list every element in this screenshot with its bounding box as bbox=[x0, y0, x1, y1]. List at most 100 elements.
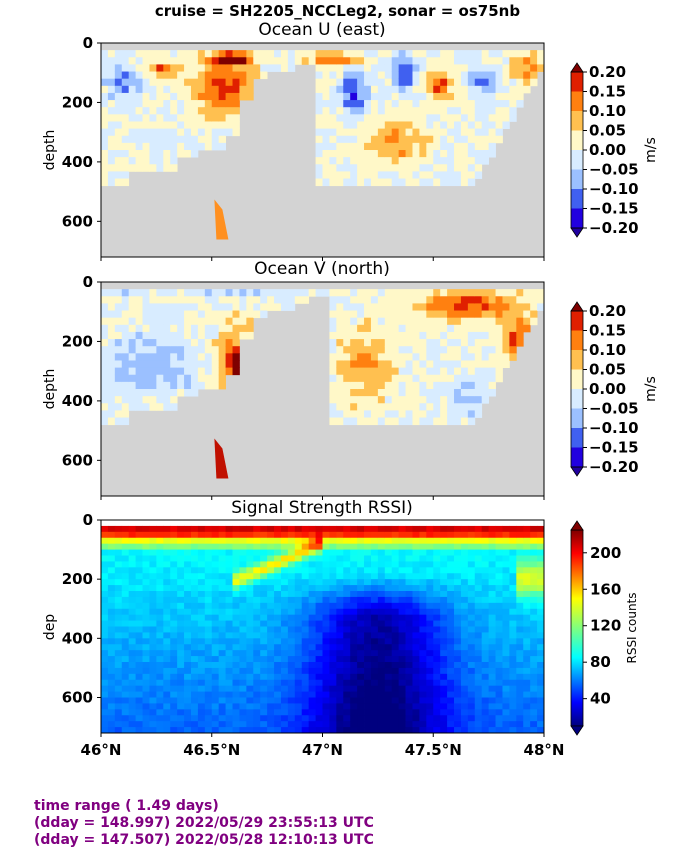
heatmap-cell bbox=[502, 679, 510, 687]
heatmap-cell bbox=[156, 567, 164, 574]
heatmap-cell bbox=[530, 650, 538, 657]
heatmap-cell bbox=[447, 296, 455, 304]
heatmap-cell bbox=[101, 78, 109, 87]
heatmap-cell bbox=[391, 614, 400, 621]
heatmap-cell bbox=[315, 64, 323, 72]
heatmap-cell bbox=[495, 324, 503, 333]
heatmap-cell bbox=[447, 403, 455, 411]
heatmap-cell bbox=[149, 396, 157, 404]
heatmap-cell bbox=[280, 549, 289, 556]
heatmap-cell bbox=[177, 662, 185, 669]
heatmap-cell bbox=[384, 537, 393, 545]
heatmap-cell bbox=[232, 650, 240, 657]
heatmap-cell bbox=[315, 114, 323, 122]
heatmap-cell bbox=[190, 596, 199, 604]
heatmap-cell bbox=[101, 596, 109, 604]
heatmap-cell bbox=[128, 71, 137, 80]
heatmap-cell bbox=[128, 296, 137, 304]
heatmap-cell bbox=[370, 555, 379, 562]
heatmap-cell bbox=[509, 620, 517, 627]
heatmap-cell bbox=[101, 709, 109, 716]
heatmap-cell bbox=[336, 171, 344, 179]
heatmap-cell bbox=[280, 620, 289, 627]
heatmap-cell bbox=[280, 567, 289, 574]
heatmap-cell bbox=[481, 596, 490, 604]
heatmap-cell bbox=[101, 100, 109, 108]
heatmap-cell bbox=[170, 662, 178, 669]
heatmap-cell bbox=[280, 537, 289, 545]
heatmap-cell bbox=[391, 396, 400, 404]
heatmap-cell bbox=[142, 85, 150, 94]
heatmap-cell bbox=[184, 92, 192, 101]
heatmap-cell bbox=[239, 632, 247, 639]
heatmap-cell bbox=[177, 626, 185, 633]
heatmap-cell bbox=[447, 367, 455, 376]
heatmap-cell bbox=[343, 128, 351, 137]
heatmap-cell bbox=[426, 549, 434, 556]
heatmap-cell bbox=[135, 374, 143, 383]
heatmap-cell bbox=[343, 549, 351, 556]
heatmap-cell bbox=[156, 164, 164, 172]
heatmap-cell bbox=[329, 64, 337, 72]
colorbar-bin bbox=[571, 369, 583, 390]
heatmap-cell bbox=[426, 632, 434, 639]
heatmap-cell bbox=[197, 667, 206, 675]
heatmap-cell bbox=[121, 78, 130, 87]
heatmap-cell bbox=[419, 57, 427, 65]
heatmap-cell bbox=[467, 403, 476, 411]
heatmap-cell bbox=[218, 555, 226, 562]
heatmap-cell bbox=[253, 673, 261, 681]
heatmap-cell bbox=[440, 650, 448, 657]
heatmap-cell bbox=[467, 656, 476, 663]
heatmap-cell bbox=[370, 396, 379, 404]
colorbar-tick-label: 40 bbox=[590, 690, 611, 708]
heatmap-cell bbox=[121, 381, 130, 390]
heatmap-cell bbox=[433, 685, 441, 692]
heatmap-cell bbox=[101, 525, 109, 533]
heatmap-cell bbox=[495, 626, 503, 633]
heatmap-cell bbox=[495, 310, 503, 319]
heatmap-cell bbox=[114, 296, 123, 304]
heatmap-cell bbox=[495, 685, 503, 692]
heatmap-cell bbox=[336, 531, 344, 539]
heatmap-cell bbox=[315, 596, 323, 604]
heatmap-cell bbox=[474, 626, 483, 633]
heatmap-cell bbox=[253, 650, 261, 657]
heatmap-cell bbox=[177, 289, 185, 297]
heatmap-cell bbox=[357, 303, 365, 311]
heatmap-cell bbox=[426, 367, 434, 376]
heatmap-cell bbox=[184, 662, 192, 669]
heatmap-cell bbox=[177, 591, 185, 598]
heatmap-cell bbox=[495, 602, 503, 610]
heatmap-cell bbox=[460, 303, 469, 311]
heatmap-cell bbox=[218, 346, 226, 354]
heatmap-cell bbox=[440, 626, 448, 633]
heatmap-cell bbox=[225, 92, 233, 101]
heatmap-cell bbox=[190, 346, 199, 354]
heatmap-cell bbox=[308, 715, 316, 722]
heatmap-cell bbox=[467, 685, 476, 692]
heatmap-cell bbox=[488, 78, 496, 87]
heatmap-cell bbox=[274, 620, 282, 627]
heatmap-cell bbox=[101, 71, 109, 80]
heatmap-cell bbox=[440, 656, 448, 663]
heatmap-cell bbox=[426, 721, 434, 728]
heatmap-cell bbox=[336, 561, 344, 568]
heatmap-cell bbox=[197, 374, 206, 383]
heatmap-cell bbox=[391, 171, 400, 179]
heatmap-cell bbox=[440, 289, 448, 297]
heatmap-cell bbox=[364, 78, 372, 87]
heatmap-cell bbox=[377, 339, 386, 347]
heatmap-cell bbox=[308, 555, 316, 562]
heatmap-cell bbox=[329, 650, 337, 657]
heatmap-cell bbox=[460, 353, 469, 361]
heatmap-cell bbox=[488, 296, 496, 304]
heatmap-cell bbox=[149, 709, 157, 716]
heatmap-cell bbox=[488, 644, 496, 651]
heatmap-cell bbox=[225, 537, 233, 545]
heatmap-cell bbox=[357, 537, 365, 545]
heatmap-cell bbox=[481, 673, 490, 681]
heatmap-cell bbox=[440, 697, 448, 704]
